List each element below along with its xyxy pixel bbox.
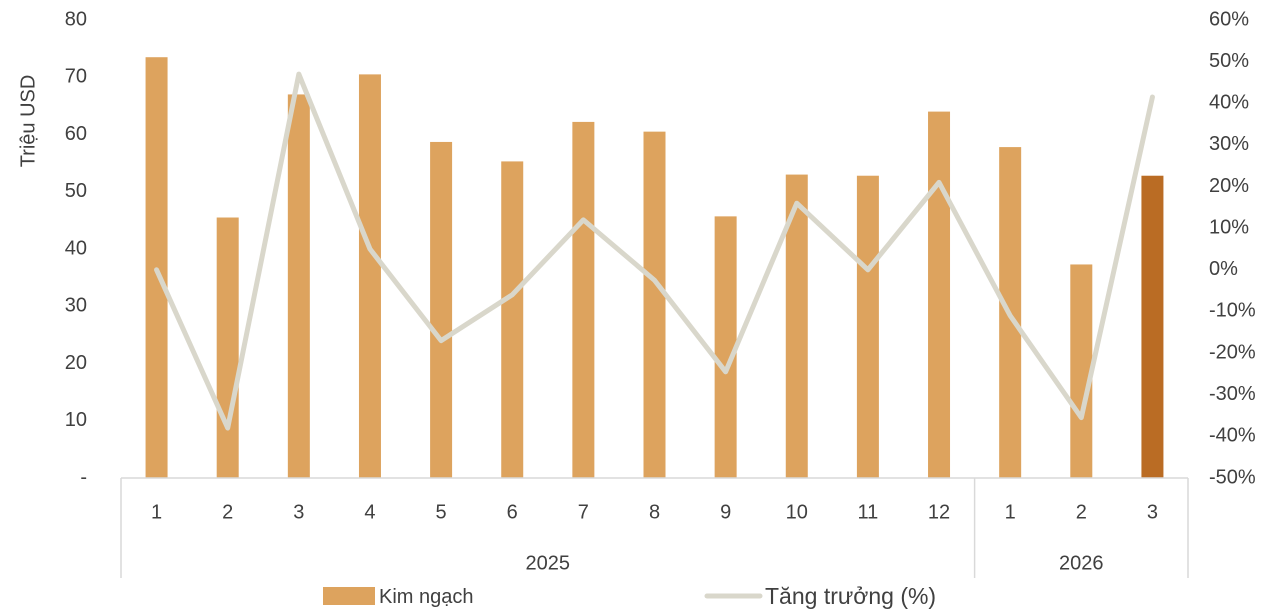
right-tick-label: 30%	[1209, 133, 1249, 155]
x-tick-label: 11	[858, 501, 879, 523]
bar	[572, 121, 595, 478]
bar	[1141, 175, 1164, 478]
bar	[501, 161, 524, 478]
right-tick-label: -40%	[1209, 425, 1256, 447]
bar-series	[145, 57, 1164, 479]
x-tick-label: 2	[222, 501, 233, 523]
bar	[287, 94, 310, 479]
right-tick-label: 0%	[1209, 258, 1238, 280]
x-tick-label: 10	[786, 501, 808, 523]
left-tick-label: -	[80, 466, 87, 488]
x-tick-label: 1	[1005, 501, 1016, 523]
left-tick-label: 70	[65, 66, 87, 88]
legend: Kim ngạch Tăng trưởng (%)	[323, 583, 936, 609]
bar	[928, 111, 951, 478]
x-group-label: 2025	[526, 552, 571, 574]
left-tick-label: 20	[65, 352, 87, 374]
x-tick-label: 5	[436, 501, 447, 523]
bar	[430, 141, 453, 478]
left-tick-label: 50	[65, 180, 87, 202]
left-tick-label: 30	[65, 295, 87, 317]
right-tick-label: 50%	[1209, 50, 1249, 72]
left-tick-label: 80	[65, 8, 87, 30]
bar	[643, 131, 666, 478]
right-tick-label: -20%	[1209, 341, 1256, 363]
x-group-label: 2026	[1059, 552, 1104, 574]
x-tick-label: 4	[364, 501, 375, 523]
right-tick-label: -50%	[1209, 466, 1256, 488]
right-axis-ticks: -50% -40% -30% -20% -10% 0% 10% 20% 30% 40% 50% 60%	[1209, 8, 1256, 488]
right-tick-label: 40%	[1209, 92, 1249, 114]
x-tick-label: 2	[1076, 501, 1087, 523]
right-tick-label: 20%	[1209, 175, 1249, 197]
x-tick-label: 6	[507, 501, 518, 523]
bar	[714, 216, 737, 478]
left-axis-ticks: - 10 20 30 40 50 60 70 80	[65, 8, 87, 488]
x-tick-label: 12	[928, 501, 950, 523]
bar	[856, 175, 879, 478]
left-tick-label: 10	[65, 409, 87, 431]
x-tick-label: 1	[151, 501, 162, 523]
left-tick-label: 40	[65, 237, 87, 259]
bar	[1070, 264, 1093, 478]
x-tick-label: 8	[649, 501, 660, 523]
x-tick-label: 3	[293, 501, 304, 523]
legend-label-line: Tăng trưởng (%)	[765, 583, 936, 609]
bar	[216, 217, 239, 478]
x-tick-label: 3	[1147, 501, 1158, 523]
legend-label-bar: Kim ngạch	[379, 586, 474, 608]
bar	[358, 74, 381, 478]
right-tick-label: 10%	[1209, 216, 1249, 238]
left-tick-label: 60	[65, 123, 87, 145]
right-tick-label: 60%	[1209, 8, 1249, 30]
x-tick-label: 9	[720, 501, 731, 523]
legend-swatch-bar	[323, 587, 375, 605]
bar	[785, 174, 808, 478]
line-series	[154, 71, 1155, 431]
right-tick-label: -10%	[1209, 300, 1256, 322]
x-tick-label: 7	[578, 501, 589, 523]
right-tick-label: -30%	[1209, 383, 1256, 405]
y-axis-title: Triệu USD	[17, 75, 39, 168]
